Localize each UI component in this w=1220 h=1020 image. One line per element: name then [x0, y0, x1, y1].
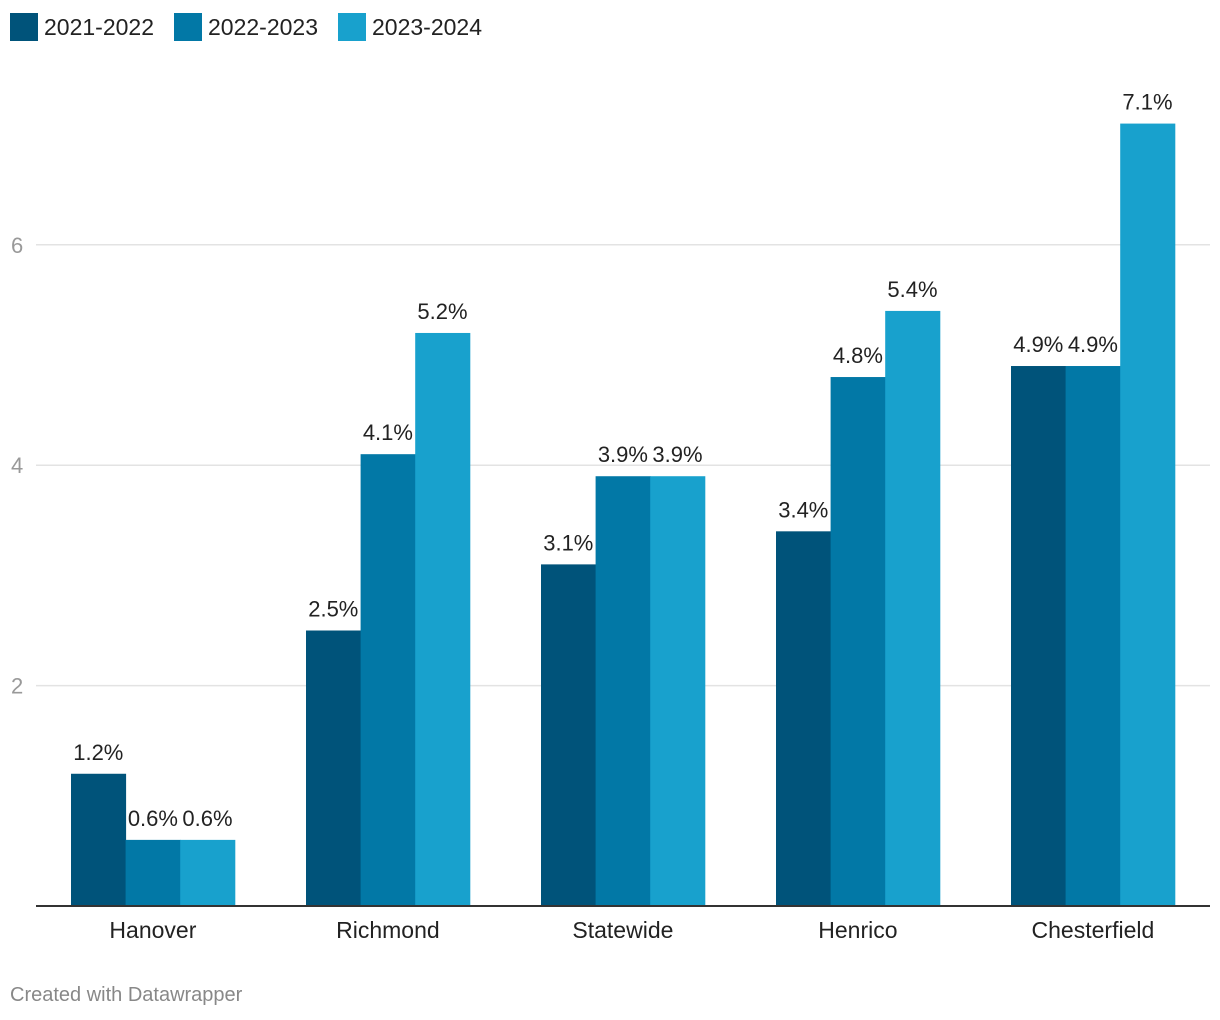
legend-swatch [338, 13, 366, 41]
data-label: 7.1% [1122, 90, 1172, 115]
legend-item-2021-2022: 2021-2022 [10, 13, 154, 41]
legend-swatch [10, 13, 38, 41]
bar-2022-2023-Henrico [830, 377, 886, 906]
data-label: 4.9% [1013, 332, 1063, 357]
data-label: 3.1% [543, 530, 593, 555]
data-label: 0.6% [182, 806, 232, 831]
bar-2022-2023-Chesterfield [1065, 366, 1121, 906]
y-tick-label: 4 [11, 453, 23, 478]
bar-2023-2024-Hanover [180, 839, 236, 906]
legend-label: 2023-2024 [372, 13, 482, 40]
legend-label: 2021-2022 [44, 13, 154, 40]
data-label: 1.2% [73, 740, 123, 765]
x-category-label: Richmond [336, 917, 440, 943]
data-label: 0.6% [128, 806, 178, 831]
data-label: 4.8% [833, 343, 883, 368]
bar-2022-2023-Statewide [595, 476, 651, 906]
x-category-label: Hanover [109, 917, 196, 943]
data-label: 5.2% [417, 299, 467, 324]
bar-2021-2022-Chesterfield [1011, 366, 1067, 906]
legend-item-2023-2024: 2023-2024 [338, 13, 482, 41]
y-tick-label: 6 [11, 233, 23, 258]
x-category-label: Henrico [818, 917, 897, 943]
x-category-label: Statewide [572, 917, 673, 943]
bar-2023-2024-Statewide [650, 476, 706, 906]
footer-credit: Created with Datawrapper [10, 984, 243, 1006]
data-label: 3.9% [598, 442, 648, 467]
legend-swatch [174, 13, 202, 41]
y-tick-label: 2 [11, 674, 23, 699]
data-label: 4.1% [363, 420, 413, 445]
data-label: 2.5% [308, 597, 358, 622]
bar-2021-2022-Statewide [541, 564, 597, 906]
legend-item-2022-2023: 2022-2023 [174, 13, 318, 41]
bar-2023-2024-Henrico [885, 310, 941, 906]
data-label: 5.4% [887, 277, 937, 302]
data-label: 3.4% [778, 497, 828, 522]
bar-chart: 2 4 6 1.2% 0.6% 0.6% Hanover 2.5% 4.1% 5.2% Richmo… [11, 90, 1210, 943]
bar-2021-2022-Henrico [776, 531, 832, 906]
bar-2021-2022-Hanover [71, 773, 127, 906]
data-label: 4.9% [1068, 332, 1118, 357]
bar-2021-2022-Richmond [306, 630, 362, 906]
bar-2022-2023-Richmond [360, 454, 416, 906]
data-label: 3.9% [652, 442, 702, 467]
legend: 2021-2022 2022-2023 2023-2024 [10, 12, 502, 42]
bar-2023-2024-Richmond [415, 332, 471, 907]
bar-2023-2024-Chesterfield [1120, 123, 1176, 906]
x-category-label: Chesterfield [1032, 917, 1155, 943]
bar-2022-2023-Hanover [125, 839, 181, 906]
legend-label: 2022-2023 [208, 13, 318, 40]
